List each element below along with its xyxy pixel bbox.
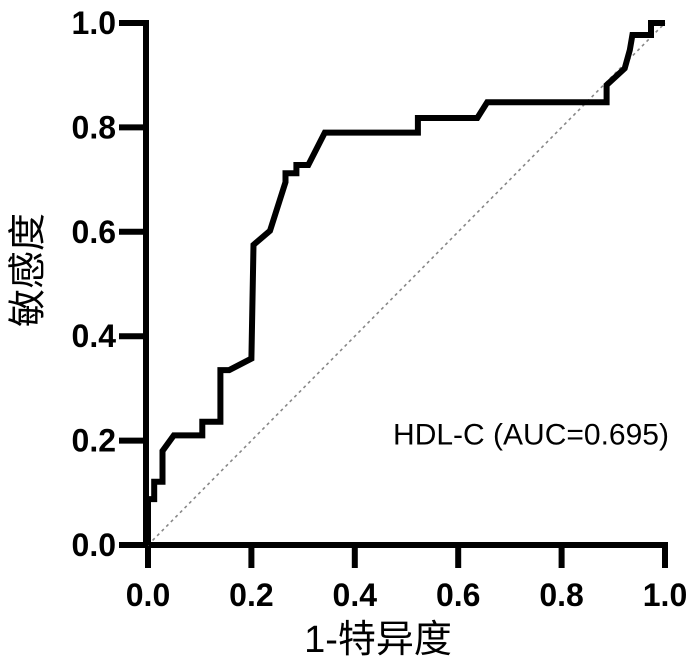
x-tick-label: 1.0 (643, 577, 687, 613)
x-tick-label: 0.2 (229, 577, 273, 613)
x-tick-label: 0.6 (436, 577, 480, 613)
y-tick-label: 0.2 (72, 423, 116, 459)
x-axis-title: 1-特异度 (304, 619, 452, 661)
roc-curve-line (145, 20, 665, 545)
y-tick-label: 0.0 (72, 527, 116, 563)
y-tick-label: 0.4 (72, 318, 117, 354)
y-tick-label: 0.8 (72, 109, 116, 145)
x-tick-label: 0.4 (333, 577, 378, 613)
y-tick-label: 1.0 (72, 5, 116, 41)
reference-diagonal-line (147, 22, 666, 546)
axes-ticks: 0.0 0.2 0.4 0.6 0.8 1.0 0.0 0.2 0.4 0.6 0.8 1.0 (72, 5, 688, 613)
y-tick-label: 0.6 (72, 214, 116, 250)
y-axis-title: 敏感度 (7, 213, 49, 327)
x-tick-label: 0.8 (539, 577, 583, 613)
x-tick-label: 0.0 (126, 577, 170, 613)
auc-annotation: HDL-C (AUC=0.695) (393, 419, 669, 452)
